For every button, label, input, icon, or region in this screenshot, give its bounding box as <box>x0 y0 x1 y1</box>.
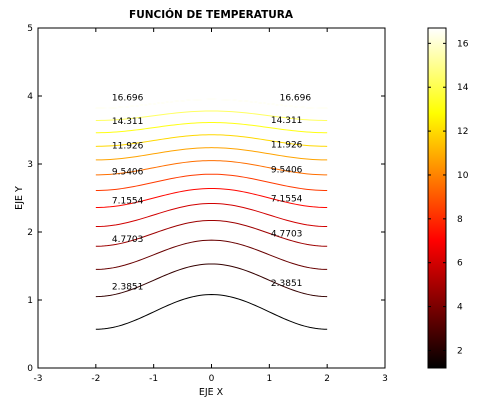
contour-label-7: 9.5406 <box>271 165 303 175</box>
x-tick-label-1: -2 <box>91 374 100 384</box>
colorbar-tick-label-7: 16 <box>457 39 469 49</box>
contour-line-7 <box>95 160 328 176</box>
plot-area <box>37 27 386 369</box>
contour-label-1: 16.696 <box>280 93 312 103</box>
colorbar-tick-label-2: 6 <box>457 259 463 269</box>
contour-line-3 <box>95 219 328 247</box>
contour-line-2 <box>95 239 328 270</box>
y-tick-label-2: 2 <box>27 228 33 238</box>
contour-line-1 <box>95 263 328 298</box>
colorbar-tick-label-4: 10 <box>457 171 469 181</box>
colorbar-ticks: 2 4 6 8 10 12 14 16 <box>428 39 469 356</box>
contour-line-9 <box>95 134 328 147</box>
contour-label-12: 2.3851 <box>112 282 144 292</box>
contour-lines <box>95 98 328 330</box>
contour-label-13: 2.3851 <box>271 279 303 289</box>
contour-line-10 <box>95 122 328 134</box>
contour-labels: 16.696 16.696 14.311 14.311 11.926 11.926 9.54… <box>112 93 311 292</box>
x-tick-label-4: 1 <box>266 374 272 384</box>
contour-label-3: 14.311 <box>271 116 303 126</box>
x-tick-label-0: -3 <box>34 374 43 384</box>
y-axis-ticks: 0 1 2 3 4 5 <box>27 24 385 374</box>
contour-line-8 <box>95 147 328 161</box>
contour-label-6: 9.5406 <box>112 167 144 177</box>
x-tick-label-2: -1 <box>149 374 158 384</box>
y-tick-label-0: 0 <box>27 364 33 374</box>
colorbar-tick-label-6: 14 <box>457 83 469 93</box>
x-axis-label: EJE X <box>199 387 224 398</box>
y-axis-label: EJE Y <box>14 186 25 210</box>
chart-title: FUNCIÓN DE TEMPERATURA <box>129 8 294 21</box>
contour-label-9: 7.1554 <box>271 195 303 205</box>
contour-label-8: 7.1554 <box>112 197 144 207</box>
colorbar-tick-label-1: 4 <box>457 303 463 313</box>
x-axis-ticks: -3 -2 -1 0 1 2 3 <box>34 28 388 384</box>
contour-line-6 <box>95 173 328 192</box>
y-tick-label-1: 1 <box>27 296 33 306</box>
contour-label-10: 4.7703 <box>112 235 144 245</box>
colorbar <box>427 27 447 369</box>
colorbar-tick-label-0: 2 <box>457 346 463 356</box>
contour-label-5: 11.926 <box>271 140 303 150</box>
contour-label-11: 4.7703 <box>271 229 303 239</box>
contour-line-11 <box>95 110 328 121</box>
x-tick-label-3: 0 <box>209 374 215 384</box>
colorbar-tick-label-5: 12 <box>457 127 468 137</box>
x-tick-label-6: 3 <box>382 374 388 384</box>
y-tick-label-5: 5 <box>27 24 33 34</box>
x-tick-label-5: 2 <box>324 374 330 384</box>
y-tick-label-4: 4 <box>27 92 33 102</box>
contour-line-5 <box>95 187 328 209</box>
contour-label-4: 11.926 <box>112 142 144 152</box>
contour-line-0 <box>95 294 328 330</box>
contour-line-4 <box>95 202 328 228</box>
contour-line-13 <box>95 98 328 109</box>
y-tick-label-3: 3 <box>27 160 33 170</box>
colorbar-tick-label-3: 8 <box>457 215 463 225</box>
contour-label-2: 14.311 <box>112 117 144 127</box>
contour-label-0: 16.696 <box>112 93 144 103</box>
